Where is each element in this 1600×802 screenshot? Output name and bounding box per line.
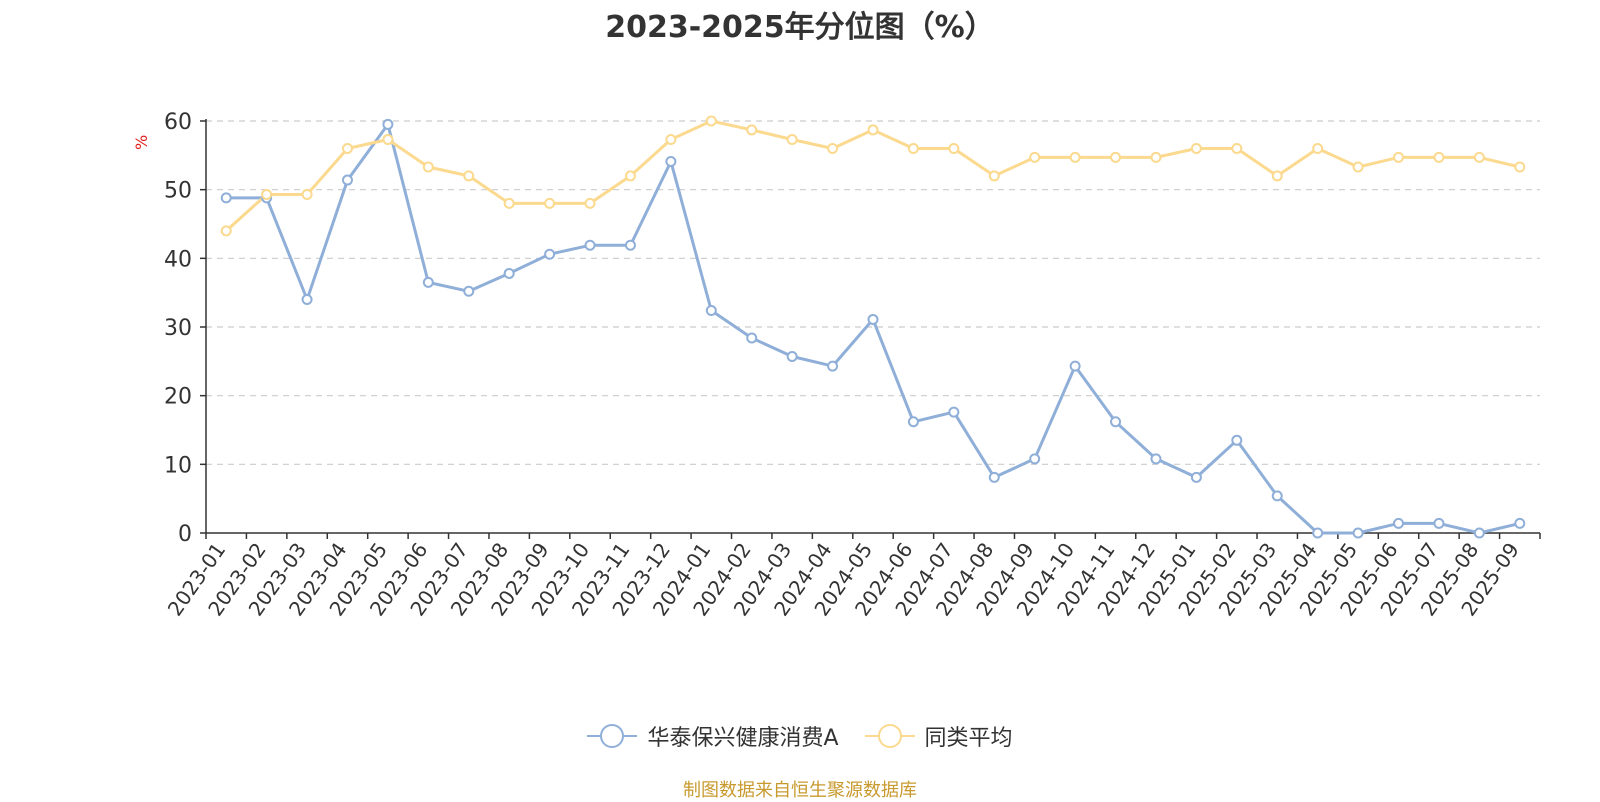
point-s0-2023-04 — [341, 174, 353, 186]
point-s0-2024-07 — [948, 406, 960, 418]
point-s0-2023-12 — [665, 156, 677, 168]
point-s0-2023-09 — [544, 248, 556, 260]
point-s0-2023-11 — [624, 239, 636, 251]
point-s0-2024-08 — [988, 471, 1000, 483]
point-s1-2023-10 — [584, 197, 596, 209]
point-s1-2024-05 — [867, 124, 879, 136]
y-tick-label-50: 50 — [164, 179, 192, 204]
legend: 华泰保兴健康消费A 同类平均 — [0, 720, 1600, 752]
point-s1-2024-03 — [786, 134, 798, 146]
series-line-1 — [225, 119, 1521, 233]
point-s0-2023-05 — [382, 118, 394, 130]
point-s0-2023-06 — [422, 276, 434, 288]
series-line-0 — [226, 122, 1521, 535]
point-s0-2025-09 — [1514, 517, 1526, 529]
point-s0-2024-10 — [1069, 360, 1081, 372]
point-s1-2023-03 — [301, 188, 313, 200]
point-s1-2024-06 — [907, 142, 919, 154]
point-s0-2023-01 — [220, 192, 232, 204]
point-s0-2023-07 — [463, 285, 475, 297]
point-s1-2024-11 — [1110, 151, 1122, 163]
point-s0-2025-07 — [1433, 517, 1445, 529]
point-s0-2023-03 — [301, 294, 313, 306]
point-s0-2024-02 — [746, 332, 758, 344]
point-s1-2024-12 — [1150, 151, 1162, 163]
point-s1-2023-11 — [624, 170, 636, 182]
y-tick-label-0: 0 — [178, 522, 192, 547]
point-s0-2025-01 — [1190, 471, 1202, 483]
point-s1-2024-09 — [1029, 151, 1041, 163]
chart-title: 2023-2025年分位图（%） — [605, 10, 995, 45]
point-s0-2025-02 — [1231, 434, 1243, 446]
y-tick-label-20: 20 — [164, 385, 192, 410]
point-s1-2023-01 — [220, 225, 232, 237]
point-s1-2025-06 — [1393, 151, 1405, 163]
point-s1-2025-09 — [1514, 161, 1526, 173]
point-s0-2024-12 — [1150, 453, 1162, 465]
point-s0-2024-06 — [907, 416, 919, 428]
y-tick-label-40: 40 — [164, 247, 192, 272]
point-s0-2024-01 — [705, 305, 717, 317]
point-s0-2024-04 — [827, 360, 839, 372]
y-tick-label-30: 30 — [164, 316, 192, 341]
source-note: 制图数据来自恒生聚源数据库 — [683, 780, 917, 801]
legend-marker-average — [864, 724, 915, 748]
legend-circle — [877, 724, 902, 748]
point-s1-2025-03 — [1271, 170, 1283, 182]
y-tick-label-10: 10 — [164, 453, 192, 478]
y-tick-label-60: 60 — [164, 110, 192, 135]
point-s1-2023-02 — [261, 188, 273, 200]
point-s1-2024-01 — [705, 115, 717, 127]
point-s0-2025-03 — [1271, 490, 1283, 502]
point-s0-2025-05 — [1352, 527, 1364, 539]
point-s0-2025-06 — [1393, 517, 1405, 529]
legend-circle — [600, 724, 625, 748]
point-s0-2024-09 — [1029, 453, 1041, 465]
point-s1-2024-04 — [827, 142, 839, 154]
point-s1-2024-02 — [746, 124, 758, 136]
legend-label-average: 同类平均 — [924, 726, 1013, 751]
point-s1-2025-05 — [1352, 161, 1364, 173]
point-s1-2023-09 — [544, 197, 556, 209]
legend-item-average[interactable]: 同类平均 — [864, 720, 1013, 752]
point-s1-2024-08 — [988, 170, 1000, 182]
point-s0-2023-10 — [584, 239, 596, 251]
point-s1-2023-05 — [382, 134, 394, 146]
point-s1-2023-12 — [665, 134, 677, 146]
point-s1-2024-07 — [948, 142, 960, 154]
point-s1-2025-04 — [1312, 142, 1324, 154]
point-s1-2023-08 — [503, 197, 515, 209]
point-s0-2024-11 — [1110, 416, 1122, 428]
point-s1-2023-06 — [422, 161, 434, 173]
legend-item-fund[interactable]: 华泰保兴健康消费A — [587, 720, 839, 752]
point-s1-2023-04 — [341, 142, 353, 154]
point-s1-2025-02 — [1231, 142, 1243, 154]
legend-marker-fund — [587, 724, 638, 748]
legend-label-fund: 华泰保兴健康消费A — [647, 726, 839, 751]
point-s0-2023-08 — [503, 267, 515, 279]
point-s1-2024-10 — [1069, 151, 1081, 163]
point-s0-2024-03 — [786, 351, 798, 363]
point-s1-2025-01 — [1190, 142, 1202, 154]
point-s0-2025-08 — [1473, 527, 1485, 539]
point-s0-2024-05 — [867, 313, 879, 325]
point-s1-2025-08 — [1473, 151, 1485, 163]
point-s1-2025-07 — [1433, 151, 1445, 163]
point-s1-2023-07 — [463, 170, 475, 182]
point-s0-2025-04 — [1312, 527, 1324, 539]
